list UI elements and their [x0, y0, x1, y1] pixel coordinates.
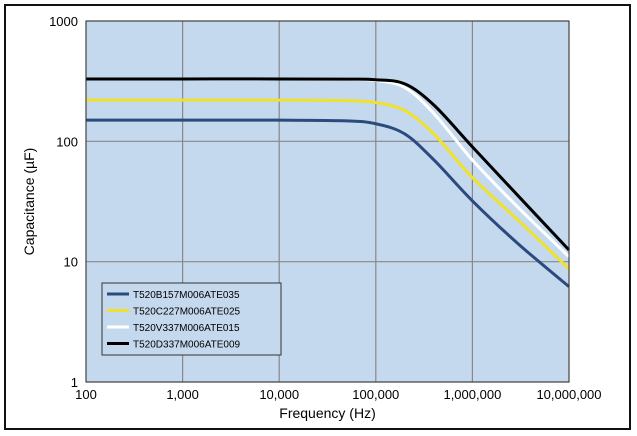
x-tick-label: 10,000	[259, 387, 299, 402]
x-tick-label: 100,000	[352, 387, 399, 402]
series-line	[86, 77, 571, 252]
legend-label: T520D337M006ATE009	[133, 340, 241, 351]
capacitance-frequency-chart: 100 1,000 10,000 100,000 1,000,000 10,000,000…	[21, 14, 602, 421]
y-tick-label: 100	[56, 134, 78, 149]
y-tick-label: 1000	[49, 14, 78, 29]
x-tick-label: 10,000,000	[536, 387, 601, 402]
legend-label: T520C227M006ATE025	[133, 307, 241, 318]
y-axis-label: Capacitance (µF)	[21, 148, 37, 256]
x-tick-label: 1,000	[166, 387, 199, 402]
series-line	[85, 118, 570, 288]
legend-label: T520B157M006ATE035	[133, 290, 240, 301]
legend-label: T520V337M006ATE015	[133, 323, 240, 334]
x-axis-label: Frequency (Hz)	[279, 405, 375, 421]
y-tick-labels: 1 10 100 1000	[49, 14, 78, 390]
series-lines	[85, 77, 571, 288]
y-tick-label: 10	[64, 255, 78, 270]
legend: T520B157M006ATE035 T520C227M006ATE025 T520…	[101, 282, 282, 356]
chart-frame: 100 1,000 10,000 100,000 1,000,000 10,000,000…	[4, 4, 631, 430]
x-tick-label: 100	[75, 387, 97, 402]
series-line	[86, 98, 571, 271]
y-tick-label: 1	[71, 375, 78, 390]
x-tick-label: 1,000,000	[443, 387, 501, 402]
x-tick-labels: 100 1,000 10,000 100,000 1,000,000 10,000,000	[75, 387, 601, 402]
legend-box	[101, 282, 282, 356]
plot-border	[85, 20, 570, 383]
